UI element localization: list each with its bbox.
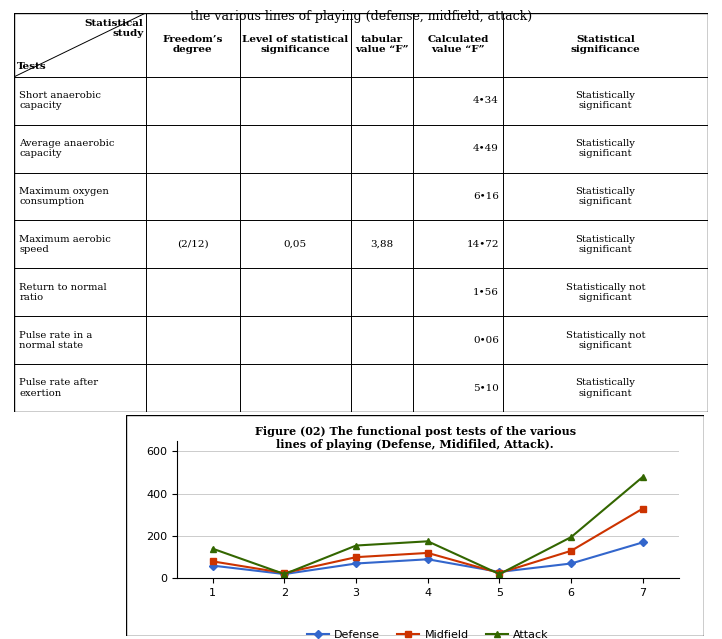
Attack — [638, 473, 647, 481]
Text: Statistically
significant: Statistically significant — [575, 139, 635, 158]
Text: Pulse rate in a
normal state: Pulse rate in a normal state — [19, 330, 92, 350]
Text: Statistically
significant: Statistically significant — [575, 378, 635, 398]
Text: Level of statistical
significance: Level of statistical significance — [242, 35, 348, 54]
Text: 1•56: 1•56 — [473, 288, 499, 297]
Attack — [352, 542, 360, 550]
Text: Maximum aerobic
speed: Maximum aerobic speed — [19, 235, 111, 254]
Text: tabular
value “F”: tabular value “F” — [355, 35, 409, 54]
Text: Short anaerobic
capacity: Short anaerobic capacity — [19, 91, 101, 111]
Text: 6•16: 6•16 — [473, 192, 499, 201]
Attack — [495, 570, 504, 578]
Text: 0,05: 0,05 — [284, 240, 307, 249]
Legend: Defense, Midfield, Attack: Defense, Midfield, Attack — [302, 626, 554, 639]
Midfield — [567, 547, 575, 555]
Defense — [567, 560, 575, 567]
Midfield — [352, 553, 360, 561]
Text: 4•49: 4•49 — [473, 144, 499, 153]
Text: Average anaerobic
capacity: Average anaerobic capacity — [19, 139, 115, 158]
Text: 4•34: 4•34 — [473, 96, 499, 105]
Defense — [638, 539, 647, 546]
Text: Statistically
significant: Statistically significant — [575, 187, 635, 206]
Attack — [567, 533, 575, 541]
Line: Attack: Attack — [209, 473, 646, 578]
Attack — [280, 570, 289, 578]
Defense — [280, 570, 289, 578]
Text: Freedom’s
degree: Freedom’s degree — [162, 35, 223, 54]
Text: Maximum oxygen
consumption: Maximum oxygen consumption — [19, 187, 109, 206]
Attack — [209, 545, 217, 553]
Text: 14•72: 14•72 — [466, 240, 499, 249]
Text: Calculated
value “F”: Calculated value “F” — [427, 35, 489, 54]
Midfield — [638, 505, 647, 512]
Text: (2/12): (2/12) — [177, 240, 209, 249]
Text: 0•06: 0•06 — [473, 335, 499, 345]
Midfield — [280, 569, 289, 577]
Text: Statistical
study: Statistical study — [84, 19, 144, 38]
Text: Return to normal
ratio: Return to normal ratio — [19, 282, 107, 302]
Defense — [209, 562, 217, 569]
Text: 5•10: 5•10 — [473, 383, 499, 393]
Text: Figure (02) The functional post tests of the various
lines of playing (Defense, : Figure (02) The functional post tests of… — [255, 426, 575, 450]
Text: 3,88: 3,88 — [370, 240, 393, 249]
Text: Statistically
significant: Statistically significant — [575, 91, 635, 111]
Line: Midfield: Midfield — [210, 505, 645, 576]
Text: Pulse rate after
exertion: Pulse rate after exertion — [19, 378, 98, 398]
Midfield — [209, 558, 217, 566]
Defense — [495, 568, 504, 576]
Text: Statistically not
significant: Statistically not significant — [565, 282, 645, 302]
Text: Statistical
significance: Statistical significance — [570, 35, 640, 54]
Attack — [423, 537, 432, 545]
Text: Statistically
significant: Statistically significant — [575, 235, 635, 254]
Text: the various lines of playing (defense, midfield, attack): the various lines of playing (defense, m… — [190, 10, 532, 22]
Midfield — [423, 549, 432, 557]
Text: Tests: Tests — [17, 62, 47, 71]
Text: Statistically not
significant: Statistically not significant — [565, 330, 645, 350]
Midfield — [495, 569, 504, 577]
Defense — [423, 555, 432, 563]
Line: Defense: Defense — [210, 539, 645, 577]
Defense — [352, 560, 360, 567]
